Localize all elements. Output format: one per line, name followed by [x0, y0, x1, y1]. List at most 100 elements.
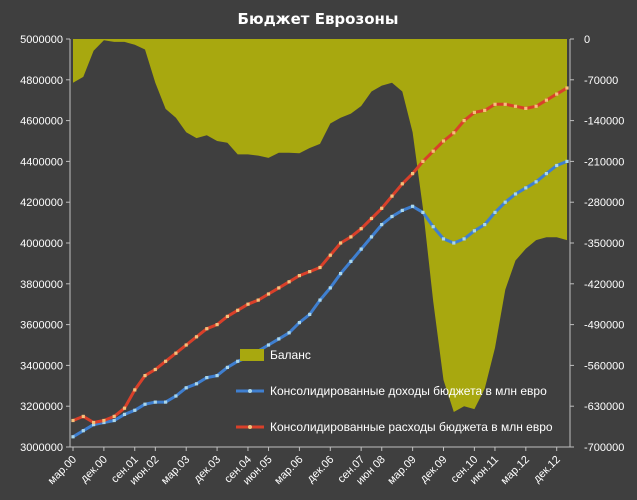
expense-point	[359, 227, 363, 231]
revenue-point	[215, 374, 219, 378]
y-left-tick-label: 4600000	[20, 116, 63, 128]
revenue-point	[112, 418, 116, 423]
expense-point	[194, 335, 199, 339]
revenue-point	[380, 223, 384, 227]
y-right-tick-label: -140000	[584, 116, 624, 128]
revenue-point	[544, 172, 548, 176]
revenue-point	[164, 400, 168, 404]
expense-point	[349, 235, 353, 239]
expense-point	[400, 182, 404, 186]
y-right-tick-label: -280000	[584, 197, 624, 209]
revenue-point	[411, 204, 415, 208]
expense-point	[524, 106, 528, 110]
revenue-point	[349, 259, 353, 263]
legend-marker-expense	[248, 425, 252, 429]
expense-point	[164, 359, 168, 363]
revenue-point	[555, 163, 559, 168]
x-tick-label: мар.06	[272, 454, 305, 487]
revenue-point	[122, 412, 127, 416]
revenue-point	[143, 402, 147, 406]
revenue-point	[400, 208, 404, 212]
y-left-tick-label: 3800000	[20, 279, 63, 291]
revenue-point	[71, 435, 75, 439]
expense-point	[441, 139, 446, 143]
y-right-tick-label: -350000	[584, 238, 624, 250]
revenue-point	[534, 180, 538, 184]
x-tick-label: мар.12	[499, 454, 532, 487]
expense-point	[297, 274, 301, 278]
revenue-point	[493, 210, 497, 214]
expense-point	[287, 280, 291, 284]
revenue-point	[266, 343, 271, 347]
revenue-point	[524, 186, 528, 190]
revenue-point	[236, 359, 240, 363]
revenue-point	[174, 394, 178, 398]
expense-point	[513, 104, 518, 108]
y-left-tick-label: 4200000	[20, 197, 63, 209]
revenue-point	[462, 237, 466, 241]
revenue-point	[472, 229, 476, 233]
expense-point	[318, 265, 322, 270]
revenue-point	[452, 241, 456, 245]
revenue-point	[369, 235, 374, 239]
expense-point	[215, 323, 219, 327]
legend: Баланс Консолидированные доходы бюджета …	[236, 348, 553, 434]
x-tick-label: мар.03	[159, 454, 192, 487]
expense-point	[133, 388, 137, 392]
y-left-tick-label: 3200000	[20, 401, 63, 413]
y-left-tick-label: 3400000	[20, 360, 63, 372]
balance-area-layer	[73, 39, 567, 412]
x-tick-label: мар.09	[385, 454, 418, 487]
legend-label-expense: Консолидированные расходы бюджета в млн …	[270, 420, 553, 434]
expense-point	[462, 119, 466, 123]
expense-point	[339, 241, 343, 245]
y-left-tick-label: 4400000	[20, 156, 63, 168]
expense-point	[503, 102, 507, 106]
y-right-tick-label: -210000	[584, 156, 624, 168]
expense-point	[122, 406, 127, 410]
expense-point	[174, 351, 178, 355]
y-right-tick-label: -560000	[584, 360, 624, 372]
revenue-point	[194, 382, 199, 386]
expense-point	[308, 270, 312, 274]
revenue-point	[441, 237, 446, 241]
revenue-point	[102, 420, 106, 425]
revenue-point	[153, 400, 157, 404]
revenue-point	[318, 298, 322, 302]
legend-label-balance: Баланс	[270, 348, 311, 362]
expense-point	[431, 149, 435, 153]
y-left-tick-label: 5000000	[20, 34, 63, 46]
x-tick-label: дек.06	[305, 454, 337, 486]
expense-point	[421, 159, 425, 163]
expense-point	[153, 367, 157, 372]
expense-point	[483, 108, 487, 112]
revenue-point	[483, 223, 487, 227]
expense-point	[112, 414, 116, 418]
revenue-point	[431, 225, 435, 229]
expense-point	[246, 302, 250, 306]
revenue-point	[565, 159, 569, 163]
legend-label-revenue: Консолидированные доходы бюджета в млн е…	[270, 384, 547, 398]
revenue-point	[184, 386, 188, 390]
chart-title: Бюджет Еврозоны	[238, 10, 399, 28]
expense-point	[452, 131, 456, 135]
expense-point	[143, 374, 147, 378]
balance-area	[73, 39, 567, 412]
x-tick-label: мар.00	[46, 454, 79, 487]
revenue-point	[287, 331, 291, 335]
y-right-tick-label: -630000	[584, 401, 624, 413]
expense-point	[225, 314, 229, 318]
expense-point	[328, 253, 332, 257]
y-right-tick-label: 0	[584, 34, 590, 46]
revenue-point	[503, 200, 507, 204]
expense-point	[184, 343, 188, 347]
expense-point	[266, 292, 271, 296]
expense-point	[555, 92, 559, 96]
expense-point	[472, 110, 476, 114]
revenue-point	[297, 321, 301, 325]
x-tick-label: дек.03	[192, 454, 224, 486]
revenue-point	[92, 423, 96, 427]
y-left-tick-label: 4800000	[20, 75, 63, 87]
y-right-tick-label: -70000	[584, 75, 618, 87]
